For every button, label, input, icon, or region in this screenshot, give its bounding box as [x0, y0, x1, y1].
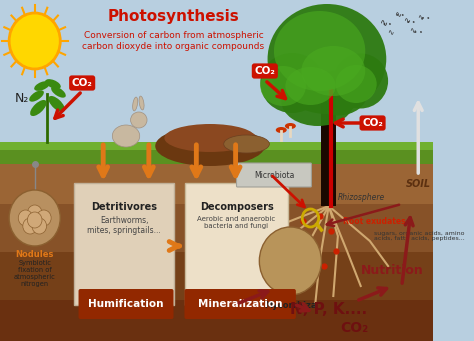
Ellipse shape	[164, 124, 255, 152]
Text: N, P, K....: N, P, K....	[290, 301, 367, 316]
Ellipse shape	[336, 65, 377, 103]
Ellipse shape	[281, 76, 355, 126]
FancyBboxPatch shape	[0, 204, 433, 252]
FancyBboxPatch shape	[185, 183, 288, 305]
Text: Root exudates: Root exudates	[343, 217, 406, 225]
Text: Conversion of carbon from atmospheric
carbon dioxyde into organic compounds: Conversion of carbon from atmospheric ca…	[82, 31, 264, 51]
Circle shape	[9, 190, 60, 246]
Text: Aerobic and anaerobic
bacteria and fungi: Aerobic and anaerobic bacteria and fungi	[197, 216, 276, 229]
Ellipse shape	[45, 79, 61, 89]
Text: Symbiotic
fixation of
atmospheric
nitrogen: Symbiotic fixation of atmospheric nitrog…	[14, 260, 55, 287]
FancyBboxPatch shape	[0, 300, 433, 341]
Text: ∿: ∿	[388, 29, 394, 38]
Circle shape	[259, 227, 321, 295]
Ellipse shape	[308, 71, 367, 116]
Ellipse shape	[139, 96, 144, 110]
Text: Nodules: Nodules	[16, 250, 54, 259]
Ellipse shape	[285, 123, 296, 129]
Text: Humification: Humification	[88, 299, 164, 309]
Text: Mycorrhiza: Mycorrhiza	[264, 301, 317, 310]
Ellipse shape	[130, 112, 147, 128]
Text: CO₂: CO₂	[255, 66, 275, 76]
Ellipse shape	[276, 127, 287, 133]
Circle shape	[36, 210, 51, 226]
Circle shape	[27, 205, 42, 221]
Ellipse shape	[260, 66, 306, 106]
Ellipse shape	[133, 97, 137, 111]
FancyBboxPatch shape	[0, 0, 433, 156]
Ellipse shape	[267, 4, 386, 114]
Ellipse shape	[333, 54, 388, 108]
Text: Decomposers: Decomposers	[200, 202, 273, 212]
Text: Rhizosphere: Rhizosphere	[338, 193, 385, 203]
Ellipse shape	[155, 126, 265, 166]
Ellipse shape	[51, 86, 66, 98]
FancyBboxPatch shape	[0, 142, 433, 150]
Ellipse shape	[29, 90, 44, 102]
FancyBboxPatch shape	[79, 289, 173, 319]
Text: Microbiota: Microbiota	[254, 170, 294, 179]
Text: Nutrition: Nutrition	[361, 265, 424, 278]
FancyBboxPatch shape	[184, 289, 296, 319]
Ellipse shape	[285, 67, 336, 105]
Ellipse shape	[274, 11, 365, 91]
Circle shape	[9, 13, 60, 69]
Circle shape	[23, 218, 37, 234]
Text: CO₂: CO₂	[72, 78, 92, 88]
FancyBboxPatch shape	[321, 86, 336, 206]
Ellipse shape	[260, 53, 324, 113]
Text: Photosynthesis: Photosynthesis	[108, 9, 239, 24]
Text: ∿: ∿	[410, 27, 416, 35]
FancyBboxPatch shape	[237, 163, 311, 187]
Circle shape	[32, 218, 46, 234]
Ellipse shape	[48, 96, 65, 112]
Text: Detritivores: Detritivores	[91, 202, 157, 212]
Ellipse shape	[224, 135, 269, 153]
Text: Mineralization: Mineralization	[198, 299, 283, 309]
Ellipse shape	[34, 81, 50, 91]
Circle shape	[27, 212, 42, 228]
Ellipse shape	[30, 100, 46, 116]
Text: ∿: ∿	[403, 16, 410, 26]
FancyBboxPatch shape	[0, 142, 433, 164]
Text: Earthworms,
mites, springtails...: Earthworms, mites, springtails...	[87, 216, 161, 235]
Text: ∿: ∿	[394, 11, 401, 19]
Text: ∿: ∿	[380, 18, 388, 28]
Circle shape	[18, 210, 33, 226]
Text: ∿: ∿	[417, 14, 423, 23]
Text: sugars, organic acids, amino
acids, fatty acids, peptides...: sugars, organic acids, amino acids, fatt…	[374, 231, 465, 241]
Text: CO₂: CO₂	[340, 321, 368, 335]
Text: CO₂: CO₂	[362, 118, 383, 128]
FancyBboxPatch shape	[0, 156, 433, 204]
Text: N₂: N₂	[15, 92, 29, 105]
FancyBboxPatch shape	[74, 183, 174, 305]
Text: SOIL: SOIL	[406, 179, 431, 189]
Ellipse shape	[301, 46, 365, 96]
FancyBboxPatch shape	[0, 252, 433, 300]
Ellipse shape	[112, 125, 140, 147]
